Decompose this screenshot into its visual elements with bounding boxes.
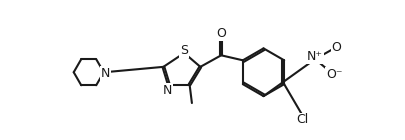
Text: N: N bbox=[100, 67, 110, 80]
Text: O: O bbox=[216, 27, 226, 40]
Text: Cl: Cl bbox=[296, 113, 308, 126]
Text: N: N bbox=[100, 67, 110, 80]
Text: O⁻: O⁻ bbox=[325, 68, 342, 81]
Text: O: O bbox=[331, 41, 341, 54]
Text: N: N bbox=[162, 84, 172, 97]
Text: S: S bbox=[180, 44, 188, 57]
Text: N⁺: N⁺ bbox=[306, 50, 322, 63]
